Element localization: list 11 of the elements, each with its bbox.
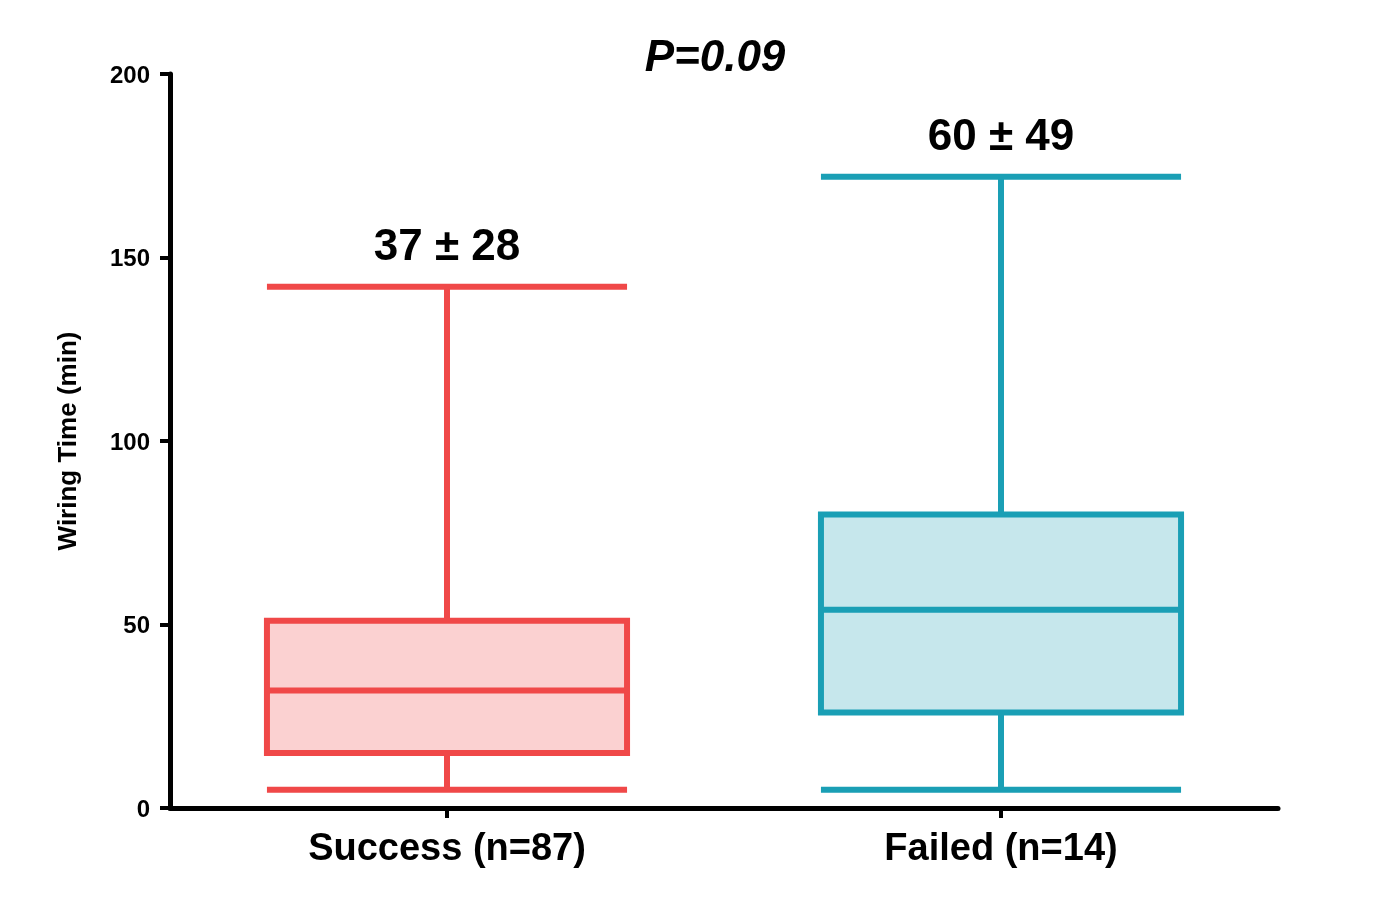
y-axis-title: Wiring Time (min)	[52, 331, 82, 551]
x-tick-label: Failed (n=14)	[884, 826, 1118, 868]
annotation: 37 ± 28	[373, 220, 521, 270]
y-tick-label: 100	[109, 427, 150, 455]
chart-title: P=0.09	[644, 30, 786, 80]
y-tick-label: 150	[109, 244, 150, 271]
y-tick-label: 50	[123, 611, 150, 638]
x-tick-label: Success (n=87)	[308, 826, 586, 868]
annotation: 60 ± 49	[927, 110, 1075, 160]
y-tick-label: 0	[136, 794, 150, 822]
y-tick-label: 200	[109, 60, 150, 88]
